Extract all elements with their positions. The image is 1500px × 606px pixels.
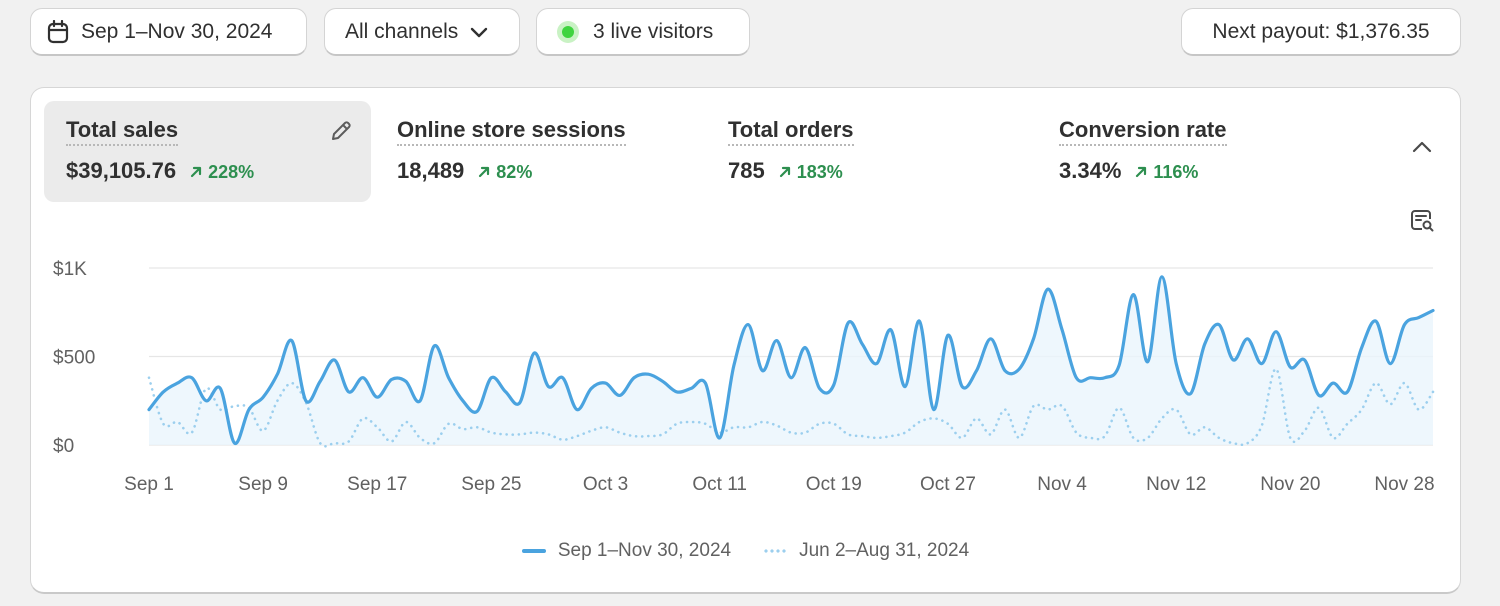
x-tick-label: Nov 12 (1146, 474, 1206, 495)
metric-title: Conversion rate (1059, 117, 1227, 146)
channels-dropdown[interactable]: All channels (324, 8, 520, 56)
metric-change-value: 116% (1153, 161, 1199, 182)
metric-change: 116% (1135, 162, 1198, 183)
x-tick-label: Oct 11 (692, 474, 747, 495)
live-visitors-label: 3 live visitors (593, 19, 714, 43)
calendar-icon (47, 19, 69, 43)
metric-change-value: 228% (208, 161, 255, 182)
x-tick-label: Sep 25 (461, 474, 521, 495)
x-tick-label: Nov 28 (1374, 474, 1434, 495)
y-tick-label: $500 (53, 348, 95, 369)
x-tick-label: Oct 3 (583, 474, 628, 495)
metric-title: Total orders (728, 117, 854, 146)
metric-value: 18,489 (397, 158, 465, 183)
analytics-card: Total sales $39,105.76 228% Online store… (30, 87, 1461, 594)
legend-item-previous[interactable]: Jun 2–Aug 31, 2024 (763, 540, 969, 562)
metric-change: 82% (478, 162, 532, 183)
next-payout-button[interactable]: Next payout: $1,376.35 (1181, 8, 1461, 56)
x-tick-label: Nov 4 (1037, 474, 1087, 495)
pencil-icon[interactable] (329, 119, 353, 143)
metric-change: 183% (779, 162, 843, 183)
date-range-button[interactable]: Sep 1–Nov 30, 2024 (30, 8, 307, 56)
legend-label-previous: Jun 2–Aug 31, 2024 (799, 540, 970, 561)
x-tick-label: Oct 27 (920, 474, 976, 495)
live-visitors-button[interactable]: 3 live visitors (536, 8, 750, 56)
arrow-up-right-icon (191, 166, 202, 178)
live-dot-icon (557, 20, 579, 43)
metric-change-value: 183% (796, 161, 843, 182)
metric-total-orders[interactable]: Total orders 785 183% (706, 101, 1033, 202)
series-line-previous (147, 367, 1435, 448)
x-tick-label: Sep 9 (238, 474, 288, 495)
metric-value: 3.34% (1059, 158, 1122, 183)
metric-title: Online store sessions (397, 117, 626, 146)
sales-line-chart: $0 $500 $1K Sep 1 Sep 9 Sep 17 Sep 25 Oct 3 Oct … (53, 259, 1435, 495)
date-range-label: Sep 1–Nov 30, 2024 (81, 19, 273, 43)
legend-swatch-solid (521, 549, 546, 553)
x-tick-label: Oct 19 (806, 474, 862, 495)
metric-conversion-rate[interactable]: Conversion rate 3.34% 116% (1037, 101, 1364, 202)
chart-legend: Sep 1–Nov 30, 2024 Jun 2–Aug 31, 2024 (31, 540, 1460, 562)
legend-item-current[interactable]: Sep 1–Nov 30, 2024 (521, 540, 732, 562)
y-tick-label: $0 (53, 436, 74, 457)
metric-value: 785 (728, 158, 765, 183)
legend-swatch-dotted (763, 549, 788, 553)
arrow-up-right-icon (779, 166, 790, 178)
metric-change: 228% (190, 162, 254, 183)
report-search-icon[interactable] (1409, 208, 1435, 234)
arrow-up-right-icon (1136, 166, 1147, 178)
series-line-current (147, 275, 1435, 445)
x-tick-label: Nov 20 (1260, 474, 1320, 495)
y-tick-label: $1K (53, 259, 87, 280)
channels-label: All channels (345, 19, 459, 43)
legend-label-current: Sep 1–Nov 30, 2024 (557, 540, 732, 561)
next-payout-label: Next payout: $1,376.35 (1212, 19, 1430, 43)
metric-online-store-sessions[interactable]: Online store sessions 18,489 82% (375, 101, 702, 202)
chevron-down-icon (471, 27, 488, 37)
series-area-current (149, 276, 1433, 445)
x-tick-label: Sep 1 (124, 474, 174, 495)
chevron-up-icon[interactable] (1411, 140, 1433, 154)
metric-total-sales[interactable]: Total sales $39,105.76 228% (44, 101, 371, 202)
arrow-up-right-icon (479, 166, 490, 178)
metric-value: $39,105.76 (66, 158, 177, 183)
metric-title: Total sales (66, 117, 179, 146)
x-tick-label: Sep 17 (347, 474, 407, 495)
metric-change-value: 82% (496, 161, 533, 182)
